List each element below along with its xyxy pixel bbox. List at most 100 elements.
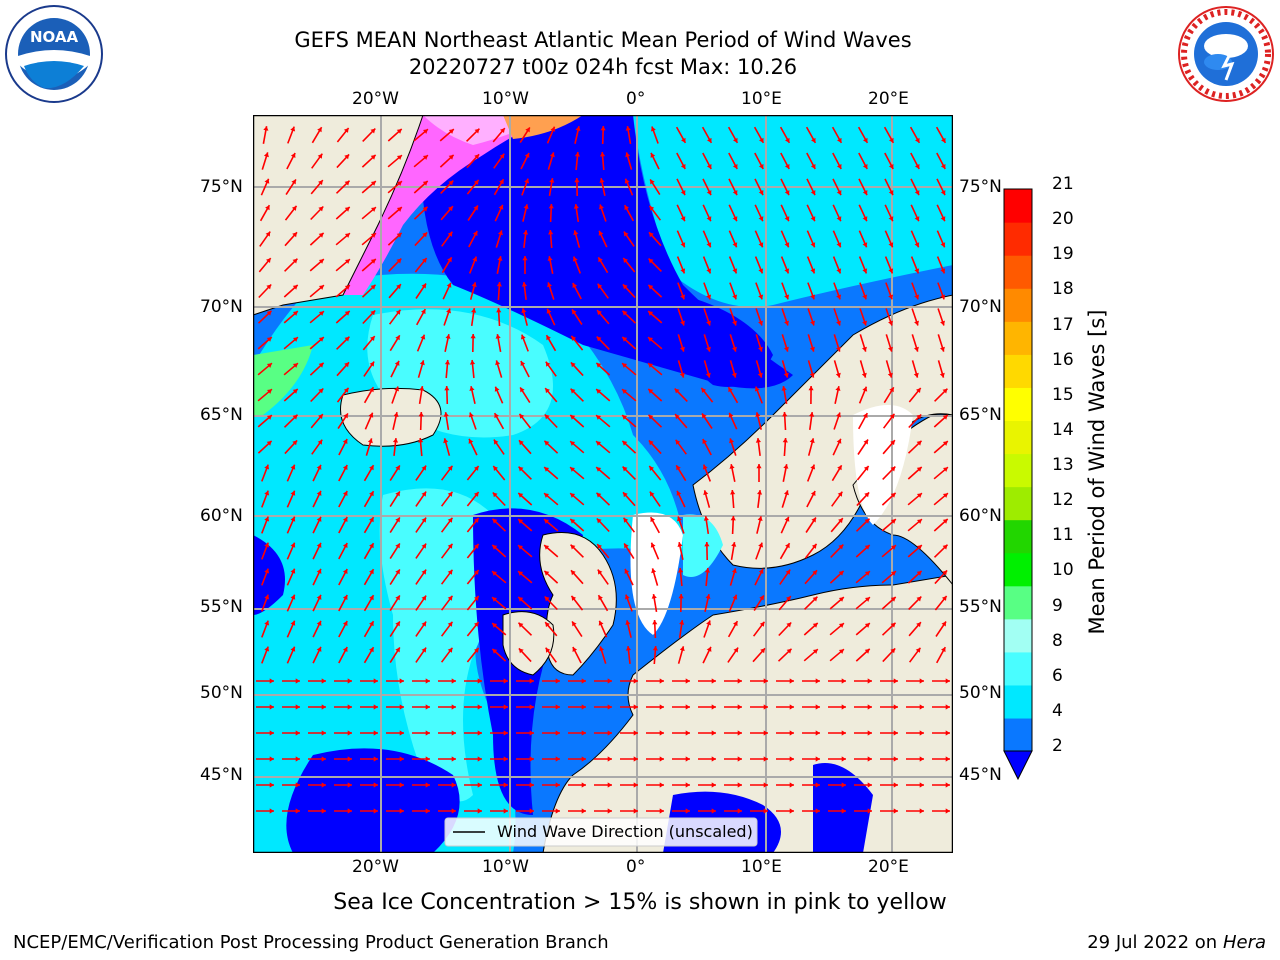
nws-logo [1176,4,1276,104]
wave-arrow-head-123 [649,232,654,238]
wave-arrow-head-344 [782,438,788,443]
wave-arrow-head-533 [786,622,792,628]
wave-arrow-head-618 [893,704,898,710]
wave-arrow-head-422 [703,516,709,521]
wave-arrow-head-247 [369,361,375,367]
wave-arrow-head-613 [763,704,768,710]
lon-label-top-20w: 20°W [352,89,399,109]
wave-arrow-head-331 [443,438,449,444]
wave-arrow-head-128 [784,242,790,248]
wave-arrow-head-697 [841,782,846,788]
wave-arrow-head-703 [295,808,300,814]
wave-arrow-head-318 [809,412,815,417]
wave-arrow-head-67 [599,178,605,183]
wave-arrow-head-309 [570,415,576,420]
wave-arrow-head-221 [395,335,400,341]
wave-arrow-head-579 [581,678,586,684]
wave-arrow-head-346 [836,438,842,444]
wave-arrow-head-154 [758,268,764,274]
wave-arrow-head-522 [492,623,498,628]
wave-arrow-head-527 [625,620,631,625]
wave-arrow-head-360 [493,466,498,471]
wave-arrow-head-203 [622,310,628,316]
wave-arrow-head-624 [347,730,352,736]
wave-arrow-head-525 [572,621,577,627]
wave-arrow-head-46 [758,164,764,169]
wave-arrow-head-199 [521,308,527,314]
footer-date: 29 Jul 2022 on Hera [1087,932,1266,953]
wave-arrow-head-301 [368,412,374,418]
colorbar-tick-2: 2 [1052,736,1063,756]
wave-arrow-head-280 [520,387,525,393]
wave-arrow-head-312 [648,414,654,420]
wave-arrow-head-300 [343,413,348,419]
lon-label-bottom-0: 0° [626,857,646,877]
wave-arrow-head-241 [914,346,919,352]
wave-arrow-head-633 [581,730,586,736]
wave-arrow-head-371 [783,464,789,469]
wave-arrow-head-590 [867,678,872,684]
wave-arrow-head-224 [470,334,476,339]
wave-arrow-head-518 [395,621,400,627]
wave-arrow-head-676 [295,782,300,788]
wave-arrow-head-34 [448,154,454,160]
wave-arrow-head-396 [730,490,736,495]
wave-arrow-head-209 [784,320,789,326]
wave-arrow-head-47 [784,164,790,169]
wave-arrow-head-543 [342,647,348,652]
wave-arrow-head-509 [865,597,870,602]
wave-arrow-head-709 [451,808,456,814]
wave-arrow-head-629 [477,730,482,736]
wave-arrow-head-578 [555,678,560,684]
wave-arrow-head-511 [916,596,922,602]
wave-arrow-head-446 [624,543,629,549]
wave-arrow-head-589 [841,678,846,684]
wave-arrow-head-14 [625,126,631,131]
lat-label-left-60n: 60°N [200,506,243,526]
wave-arrow-head-37 [524,153,530,158]
wave-arrow-head-244 [292,363,298,368]
wave-arrow-head-231 [648,337,653,342]
wave-arrow-head-322 [916,414,922,420]
wave-arrow-head-150 [648,258,654,264]
wave-arrow-head-242 [940,346,945,352]
wave-arrow-head-609 [659,704,664,710]
wave-arrow-head-505 [759,595,764,601]
wave-arrow-head-40 [600,152,606,157]
wave-arrow-head-71 [706,190,712,196]
wave-arrow-head-386 [474,492,479,497]
wave-arrow-head-119 [548,230,554,235]
map-frame [253,115,953,853]
wave-arrow-head-655 [451,756,456,762]
wave-arrow-head-490 [369,595,374,601]
colorbar-tick-12: 12 [1052,490,1074,511]
wave-arrow-head-311 [622,415,628,420]
wave-arrow-head-631 [529,730,534,736]
wave-arrow-head-668 [789,756,794,762]
wave-arrow-head-672 [893,756,898,762]
wave-arrow-head-700 [919,782,924,788]
wave-arrow-head-233 [706,346,711,352]
wave-arrow-head-658 [529,756,534,762]
wave-arrow-head-303 [418,412,424,417]
wave-arrow-head-404 [942,493,948,498]
wave-arrow-head-348 [890,440,895,446]
wave-arrow-head-283 [596,389,602,394]
wave-arrow-head-427 [838,518,843,524]
wave-arrow-head-607 [607,704,612,710]
wave-arrow-head-255 [570,362,576,368]
wave-arrow-head-258 [648,363,654,368]
wave-arrow-head-546 [421,647,427,653]
wave-arrow-head-334 [519,440,524,446]
wave-arrow-head-259 [679,372,685,378]
wave-arrow-head-403 [916,493,922,498]
wave-arrow-head-496 [518,597,524,602]
wave-arrow-head-273 [343,387,349,393]
colorbar-tick-21: 21 [1052,174,1074,194]
wave-arrow-head-482 [864,571,870,576]
wave-arrow-head-120 [573,230,579,236]
wave-arrow-head-314 [702,413,707,419]
wave-arrow-head-459 [264,568,270,574]
wave-arrow-head-17 [707,137,712,143]
wave-arrow-head-307 [519,413,525,419]
